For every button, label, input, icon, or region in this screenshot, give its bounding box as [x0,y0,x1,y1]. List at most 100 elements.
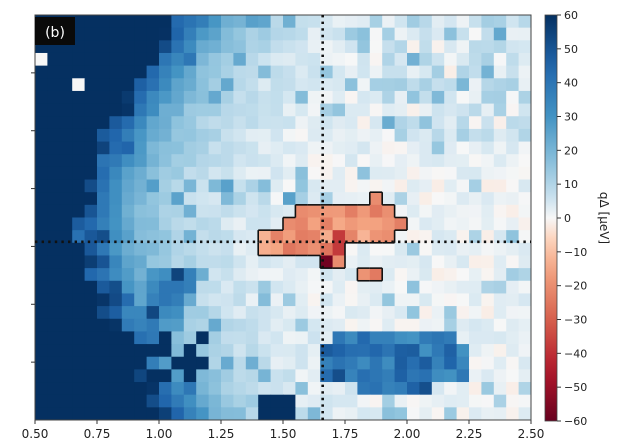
heatmap-cell [493,242,507,256]
heatmap-cell [270,166,284,181]
heatmap-cell [345,268,358,282]
heatmap-cell [270,242,284,256]
heatmap-cell [345,306,358,320]
heatmap-cell [47,192,61,206]
heatmap-cell [506,217,520,231]
heatmap-cell [221,65,234,79]
heatmap-cell [419,78,433,92]
heatmap-cell [493,40,507,54]
heatmap-cell [109,90,123,105]
heatmap-cell [134,280,148,294]
heatmap-cell [345,141,358,155]
heatmap-cell [59,306,73,320]
heatmap-cell [518,78,532,92]
heatmap-cell [382,293,396,307]
heatmap-cell [134,407,148,421]
heatmap-cell [245,407,259,421]
heatmap-cell [183,166,197,181]
heatmap-cell [245,344,259,358]
heatmap-cell [394,40,408,54]
heatmap-cell [270,103,284,117]
heatmap-cell [35,255,48,269]
heatmap-cell [419,128,433,143]
heatmap-cell [469,255,482,269]
heatmap-cell [518,268,532,282]
heatmap-cell [258,52,272,67]
heatmap-cell [295,230,309,244]
heatmap-cell [431,255,445,269]
heatmap-cell [134,394,148,408]
heatmap-cell [171,65,185,79]
heatmap-cell [506,293,520,307]
heatmap-cell [59,141,73,155]
heatmap-cell [84,40,98,54]
heatmap-cell [35,268,48,282]
heatmap-cell [59,255,73,269]
heatmap-cell [97,27,110,41]
panel-label-background [35,17,75,45]
heatmap-cell [320,128,334,143]
heatmap-cell [233,154,247,168]
heatmap-cell [146,242,160,256]
heatmap-cell [456,407,470,421]
heatmap-cell [97,280,110,294]
heatmap-cell [518,52,532,67]
heatmap-cell [506,407,520,421]
heatmap-cell [84,179,98,193]
heatmap-cell [196,65,210,79]
heatmap-cell [419,141,433,155]
heatmap-cell [196,318,210,332]
heatmap-cell [47,242,61,256]
heatmap-cell [59,192,73,206]
heatmap-cell [332,116,346,130]
heatmap-cell [320,116,334,130]
heatmap-cell [59,78,73,92]
heatmap-cell [506,369,520,383]
heatmap-cell [233,306,247,320]
heatmap-cell [332,40,346,54]
heatmap-cell [233,280,247,294]
heatmap-cell [221,394,234,408]
heatmap-cell [407,166,420,181]
heatmap-cell [481,179,495,193]
heatmap-cell [109,166,123,181]
heatmap-cell [518,280,532,294]
heatmap-cell [208,40,222,54]
heatmap-cell [345,369,358,383]
heatmap-cell [506,331,520,345]
colorbar-tick-label: −50 [564,381,587,394]
heatmap-cell [84,407,98,421]
heatmap-cell [134,166,148,181]
heatmap-cell [72,179,86,193]
heatmap-cell [171,230,185,244]
heatmap-cell [233,40,247,54]
heatmap-cell [171,103,185,117]
heatmap-cell [233,331,247,345]
heatmap-cell [258,40,272,54]
heatmap-cell [332,52,346,67]
heatmap-cell [407,344,420,358]
heatmap-cell [183,15,197,29]
heatmap-cell [332,166,346,181]
heatmap-cell [208,27,222,41]
x-tick-label: 1.75 [332,427,359,441]
heatmap-cell [493,230,507,244]
heatmap-cell [444,141,458,155]
heatmap-cell [183,65,197,79]
heatmap-cell [121,318,135,332]
heatmap-cell [159,154,172,168]
heatmap-cell [72,318,86,332]
heatmap-cell [283,78,296,92]
heatmap-cell [295,217,309,231]
heatmap-cell [121,192,135,206]
heatmap-cell [407,356,420,370]
heatmap-cell [47,90,61,105]
heatmap-cell [72,407,86,421]
heatmap-cell [245,27,259,41]
heatmap-cell [258,141,272,155]
heatmap-cell [481,344,495,358]
heatmap-cell [518,255,532,269]
heatmap-cell [134,65,148,79]
colorbar-label: qΔ [μeV] [597,192,611,244]
heatmap-cell [345,15,358,29]
